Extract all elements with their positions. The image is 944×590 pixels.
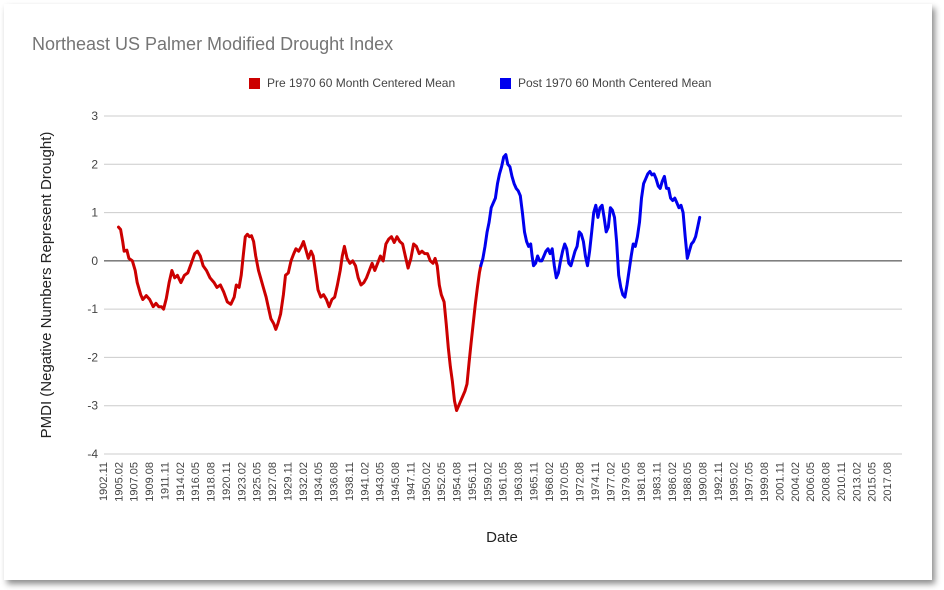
x-tick-label-16: 1938.11 [344,462,356,501]
x-tick-label-23: 1954.08 [452,462,464,502]
x-tick-label-32: 1974.11 [590,462,602,501]
chart-title: Northeast US Palmer Modified Drought Ind… [32,34,393,54]
x-tick-label-46: 2006.05 [805,462,817,502]
x-tick-label-51: 2017.08 [882,462,894,502]
y-tick-label-1: 2 [91,157,98,171]
x-tick-label-50: 2015.05 [867,462,879,502]
x-tick-label-34: 1979.05 [621,462,633,502]
x-tick-label-13: 1932.02 [298,462,310,502]
x-tick-label-42: 1997.05 [744,462,756,502]
x-tick-label-40: 1992.11 [713,462,725,501]
y-tick-label-5: -2 [87,350,98,364]
x-tick-label-15: 1936.08 [329,462,341,502]
x-tick-label-20: 1947.11 [405,462,417,501]
y-axis-title: PMDI (Negative Numbers Represent Drought… [38,132,55,439]
x-tick-label-35: 1981.08 [636,462,648,502]
legend-swatch-pre-1970 [249,78,260,89]
x-tick-label-14: 1934.05 [313,462,325,502]
x-tick-label-25: 1959.02 [482,462,494,502]
x-tick-label-22: 1952.05 [436,462,448,502]
x-tick-label-37: 1986.02 [667,462,679,502]
x-tick-label-44: 2001.11 [774,462,786,501]
x-tick-label-38: 1988.05 [682,462,694,502]
x-tick-label-21: 1950.02 [421,462,433,502]
x-tick-label-8: 1920.11 [221,462,233,501]
y-tick-label-6: -3 [87,399,98,413]
x-tick-label-31: 1972.08 [575,462,587,502]
x-tick-label-6: 1916.05 [190,462,202,502]
x-tick-label-41: 1995.02 [728,462,740,502]
y-tick-label-7: -4 [87,447,98,461]
y-tick-label-0: 3 [91,109,98,123]
x-tick-label-28: 1965.11 [528,462,540,501]
x-tick-label-10: 1925.05 [252,462,264,502]
x-tick-label-19: 1945.08 [390,462,402,502]
x-tick-label-1: 1905.02 [113,462,125,502]
x-tick-label-36: 1983.11 [651,462,663,501]
x-axis-title: Date [486,529,518,546]
legend-swatch-post-1970 [500,78,511,89]
x-tick-label-47: 2008.08 [821,462,833,502]
legend-label-post-1970: Post 1970 60 Month Centered Mean [518,76,711,90]
grid-lines [104,115,902,455]
x-tick-label-45: 2004.02 [790,462,802,502]
x-tick-label-0: 1902.11 [98,462,110,501]
x-tick-label-26: 1961.05 [498,462,510,502]
x-tick-label-9: 1923.02 [236,462,248,502]
x-tick-label-18: 1943.05 [375,462,387,502]
x-axis-ticks: 1902.11 1905.02 1907.05 1909.08 1911.11 1914.… [98,462,894,502]
x-tick-label-33: 1977.02 [605,462,617,502]
x-tick-label-3: 1909.08 [144,462,156,502]
series-line-0 [117,225,483,412]
series-line-1 [479,153,702,299]
legend: Pre 1970 60 Month Centered Mean Post 197… [249,76,711,90]
x-tick-label-7: 1918.08 [206,462,218,502]
legend-label-pre-1970: Pre 1970 60 Month Centered Mean [267,76,455,90]
x-tick-label-2: 1907.05 [129,462,141,502]
x-tick-label-48: 2010.11 [836,462,848,501]
x-tick-label-49: 2013.02 [851,462,863,502]
x-tick-label-5: 1914.02 [175,462,187,502]
y-tick-label-2: 1 [91,206,98,220]
x-tick-label-24: 1956.11 [467,462,479,501]
y-tick-label-3: 0 [91,254,98,268]
x-tick-label-43: 1999.08 [759,462,771,502]
y-tick-label-4: -1 [87,302,98,316]
series-lines [117,153,702,412]
x-tick-label-27: 1963.08 [513,462,525,502]
chart-svg: Northeast US Palmer Modified Drought Ind… [32,34,902,546]
chart-frame: Northeast US Palmer Modified Drought Ind… [4,4,932,580]
x-tick-label-12: 1929.11 [282,462,294,501]
x-tick-label-17: 1941.02 [359,462,371,502]
x-tick-label-39: 1990.08 [698,462,710,502]
x-tick-label-29: 1968.02 [544,462,556,502]
x-tick-label-30: 1970.05 [559,462,571,502]
y-axis-ticks: 3 2 1 0 -1 -2 -3 -4 [87,109,98,461]
x-tick-label-11: 1927.08 [267,462,279,502]
x-tick-label-4: 1911.11 [159,462,171,500]
